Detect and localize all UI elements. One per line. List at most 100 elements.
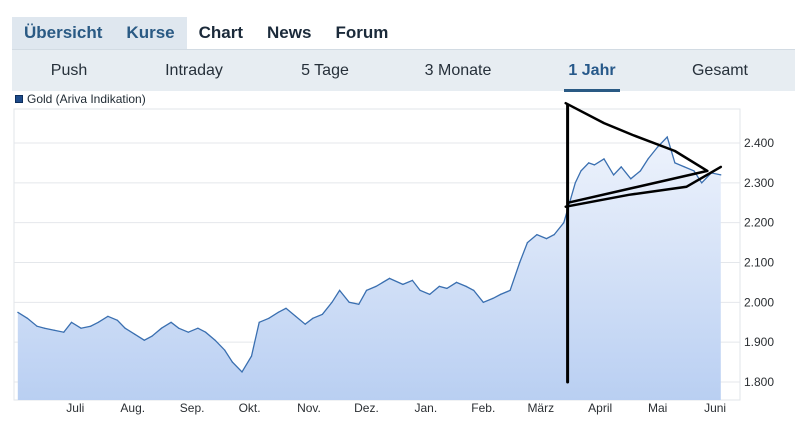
data-point xyxy=(44,327,46,329)
data-point xyxy=(187,331,189,333)
data-point xyxy=(348,301,350,303)
x-tick-label: April xyxy=(588,401,612,415)
data-point xyxy=(250,355,253,357)
data-point xyxy=(124,327,126,329)
data-point xyxy=(536,234,538,236)
data-point xyxy=(580,170,582,172)
data-point xyxy=(465,285,467,287)
data-point xyxy=(683,166,686,168)
data-point xyxy=(134,333,136,335)
data-point xyxy=(482,301,484,303)
data-point xyxy=(231,361,233,363)
data-point xyxy=(312,317,314,319)
data-point xyxy=(214,339,216,341)
data-point xyxy=(647,158,649,160)
data-point xyxy=(331,301,333,303)
range-tab-1-jahr[interactable]: 1 Jahr xyxy=(532,50,652,92)
data-point xyxy=(411,279,413,281)
data-point xyxy=(657,146,659,148)
x-tick-label: März xyxy=(527,401,554,415)
data-point xyxy=(720,174,722,176)
data-point xyxy=(630,178,632,180)
data-point xyxy=(519,261,521,264)
x-tick-label: Juli xyxy=(66,401,84,415)
data-point xyxy=(574,182,576,184)
tab-chart[interactable]: Chart xyxy=(198,23,244,42)
range-tab-push[interactable]: Push xyxy=(50,62,88,79)
data-point xyxy=(492,297,494,299)
data-point xyxy=(90,325,92,327)
data-point xyxy=(53,329,55,331)
range-tab-5-tage[interactable]: 5 Tage xyxy=(301,62,349,79)
data-point xyxy=(526,242,529,244)
x-tick-label: Mai xyxy=(648,401,667,415)
tab-forum[interactable]: Forum xyxy=(335,23,389,42)
y-tick-label: 2.200 xyxy=(744,216,774,230)
data-point xyxy=(473,289,475,291)
data-point xyxy=(170,321,172,323)
data-point xyxy=(674,162,676,164)
x-tick-label: Nov. xyxy=(297,401,321,415)
data-point xyxy=(258,321,260,323)
data-point xyxy=(304,323,306,325)
range-tab-3-monate[interactable]: 3 Monate xyxy=(424,62,492,79)
y-tick-label: 2.000 xyxy=(744,295,774,309)
data-point xyxy=(36,325,38,327)
data-point xyxy=(160,327,163,329)
data-point xyxy=(429,293,431,295)
range-tab-gesamt[interactable]: Gesamt xyxy=(691,62,748,79)
top-tab-bar: Übersicht Kurse Chart News Forum xyxy=(12,17,400,49)
tab-kurse[interactable]: Kurse xyxy=(114,17,187,49)
y-tick-label: 1.900 xyxy=(744,335,774,349)
data-point xyxy=(500,293,502,295)
data-point xyxy=(205,331,207,333)
data-point xyxy=(563,222,565,224)
y-tick-label: 1.800 xyxy=(744,375,774,389)
data-point xyxy=(446,287,448,289)
data-point xyxy=(358,303,360,305)
data-point xyxy=(388,277,391,279)
range-tab-intraday[interactable]: Intraday xyxy=(165,62,223,79)
data-point xyxy=(97,321,99,323)
data-point xyxy=(701,182,703,184)
data-point xyxy=(588,162,590,164)
data-point xyxy=(419,289,421,291)
data-point xyxy=(63,331,65,333)
data-point xyxy=(438,285,440,287)
legend-label: Gold (Ariva Indikation) xyxy=(27,92,146,106)
data-point xyxy=(455,281,458,283)
x-tick-label: Juni xyxy=(704,401,726,415)
data-point xyxy=(375,285,377,287)
data-point xyxy=(116,319,118,321)
time-range-bar: Push Intraday 5 Tage 3 Monate 1 Jahr Gesamt xyxy=(12,49,795,91)
data-point xyxy=(285,307,287,309)
data-point xyxy=(402,283,404,285)
y-tick-label: 2.400 xyxy=(744,136,774,150)
data-point xyxy=(241,371,243,373)
x-tick-label: Aug. xyxy=(120,401,145,415)
y-tick-label: 2.300 xyxy=(744,176,774,190)
data-point xyxy=(107,315,109,317)
data-point xyxy=(70,321,73,323)
data-point xyxy=(553,234,555,236)
data-point xyxy=(545,238,548,240)
data-point xyxy=(321,313,323,315)
tab-news[interactable]: News xyxy=(267,23,312,42)
tab-übersicht[interactable]: Übersicht xyxy=(12,17,115,49)
data-point xyxy=(639,170,642,172)
series-area xyxy=(17,137,721,400)
data-point xyxy=(151,335,153,337)
data-point xyxy=(26,317,28,319)
data-point xyxy=(339,289,341,291)
data-point xyxy=(178,327,180,329)
x-tick-label: Jan. xyxy=(415,401,438,415)
chart-legend: Gold (Ariva Indikation) xyxy=(15,92,146,106)
data-point xyxy=(197,327,199,329)
data-point xyxy=(666,136,668,138)
data-point xyxy=(509,289,511,291)
data-point xyxy=(295,315,297,317)
data-point xyxy=(277,311,279,313)
data-point xyxy=(80,327,82,329)
data-point xyxy=(593,164,596,166)
